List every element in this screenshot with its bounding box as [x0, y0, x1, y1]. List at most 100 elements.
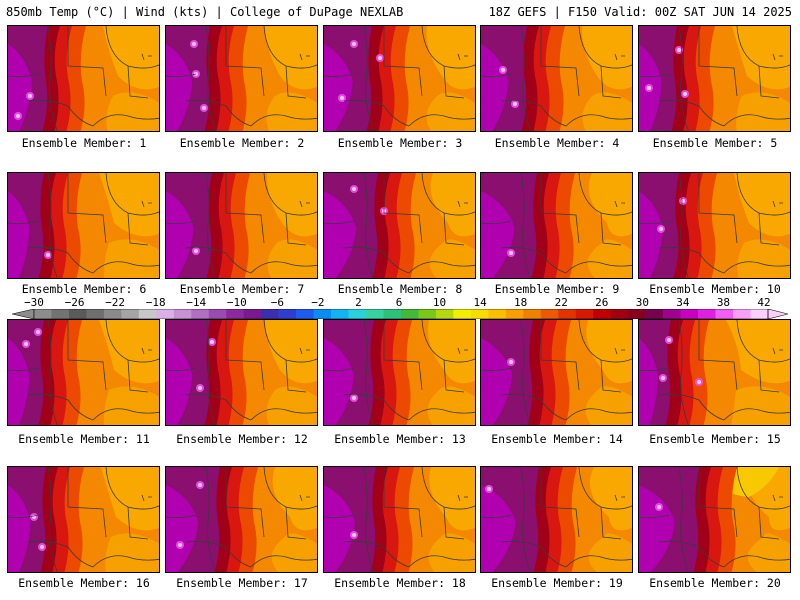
ensemble-panel-2: [165, 25, 318, 132]
temperature-map-20: [639, 467, 790, 572]
colorbar-segment: [226, 309, 245, 319]
ensemble-member-label-9: Ensemble Member: 9: [494, 282, 620, 296]
ensemble-panel-5: [638, 25, 791, 132]
temperature-map-7: [166, 173, 317, 278]
colorbar-tick-label: 30: [635, 296, 649, 309]
ensemble-panel-9: [480, 172, 633, 279]
colorbar-segment: [51, 309, 70, 319]
ensemble-member-label-16: Ensemble Member: 16: [18, 576, 150, 590]
colorbar-segment: [628, 309, 646, 319]
ensemble-panel-10: [638, 172, 791, 279]
colorbar-segment: [453, 309, 472, 319]
colorbar-tick-label: −22: [105, 296, 126, 309]
temperature-map-10: [639, 173, 790, 278]
colorbar-tick-label: −6: [270, 296, 284, 309]
colorbar-segment: [121, 309, 140, 319]
colorbar-tick-label: 38: [716, 296, 731, 309]
temperature-map-14: [481, 320, 632, 425]
colorbar-tick-label: 42: [757, 296, 771, 309]
colorbar-tick-label: 22: [554, 296, 568, 309]
colorbar-segment: [383, 309, 402, 319]
ensemble-member-label-3: Ensemble Member: 3: [337, 136, 463, 150]
colorbar-tick-label: 10: [432, 296, 447, 309]
temperature-map-11: [8, 320, 159, 425]
ensemble-member-label-18: Ensemble Member: 18: [334, 576, 466, 590]
colorbar-segment: [698, 309, 716, 319]
colorbar-tick-label: 26: [595, 296, 609, 309]
colorbar-segment: [401, 309, 419, 319]
ensemble-member-label-17: Ensemble Member: 17: [176, 576, 308, 590]
colorbar-segment: [488, 309, 507, 319]
colorbar-tick-label: −2: [311, 296, 325, 309]
ensemble-member-label-8: Ensemble Member: 8: [337, 282, 463, 296]
header-title-left: 850mb Temp (°C) | Wind (kts) | College o…: [6, 5, 404, 19]
temperature-map-15: [639, 320, 790, 425]
colorbar-segment: [715, 309, 734, 319]
ensemble-panel-14: [480, 319, 633, 426]
ensemble-member-label-14: Ensemble Member: 14: [491, 432, 623, 446]
ensemble-member-label-5: Ensemble Member: 5: [652, 136, 778, 150]
colorbar-segment: [680, 309, 699, 319]
colorbar-segment: [645, 309, 664, 319]
temperature-map-12: [166, 320, 317, 425]
colorbar-segment: [348, 309, 367, 319]
ensemble-member-label-10: Ensemble Member: 10: [649, 282, 781, 296]
colorbar-segment: [156, 309, 175, 319]
colorbar-tick-label: −10: [226, 296, 247, 309]
ensemble-panel-1: [7, 25, 160, 132]
ensemble-panel-7: [165, 172, 318, 279]
colorbar-segment: [505, 309, 524, 319]
temperature-map-18: [324, 467, 475, 572]
colorbar-tick-label: −14: [186, 296, 207, 309]
colorbar-tick-label: −30: [24, 296, 44, 309]
temperature-map-19: [481, 467, 632, 572]
temperature-map-5: [639, 26, 790, 131]
colorbar-segment: [575, 309, 594, 319]
colorbar-segment: [331, 309, 349, 319]
colorbar-segment: [191, 309, 210, 319]
colorbar-tick-label: 2: [355, 296, 362, 309]
colorbar-segment: [435, 309, 454, 319]
colorbar-segment: [733, 309, 751, 319]
colorbar-segment: [366, 309, 384, 319]
colorbar-segment: [86, 309, 105, 319]
colorbar-segment: [138, 309, 157, 319]
temperature-map-1: [8, 26, 159, 131]
ensemble-panel-16: [7, 466, 160, 573]
temperature-map-17: [166, 467, 317, 572]
colorbar-tick-label: 18: [514, 296, 528, 309]
ensemble-member-label-11: Ensemble Member: 11: [18, 432, 150, 446]
ensemble-member-label-13: Ensemble Member: 13: [334, 432, 466, 446]
colorbar-segment: [663, 309, 681, 319]
temperature-map-9: [481, 173, 632, 278]
colorbar-segment: [296, 309, 314, 319]
ensemble-panel-4: [480, 25, 633, 132]
ensemble-panel-6: [7, 172, 160, 279]
colorbar-segment: [243, 309, 262, 319]
temperature-map-6: [8, 173, 159, 278]
colorbar-segment: [208, 309, 227, 319]
temperature-map-13: [324, 320, 475, 425]
ensemble-member-label-20: Ensemble Member: 20: [649, 576, 781, 590]
colorbar-segment: [313, 309, 332, 319]
ensemble-member-label-4: Ensemble Member: 4: [494, 136, 620, 150]
ensemble-panel-8: [323, 172, 476, 279]
colorbar: −30 −26 −22 −18 −14 −10 −6 −2 2 6 10 14 18 22 26 30 34 38…: [12, 296, 788, 322]
temperature-map-16: [8, 467, 159, 572]
colorbar-tick-label: 34: [676, 296, 690, 309]
ensemble-member-label-2: Ensemble Member: 2: [179, 136, 305, 150]
colorbar-segment: [103, 309, 122, 319]
ensemble-panel-15: [638, 319, 791, 426]
colorbar-segment: [610, 309, 629, 319]
colorbar-strip: [12, 309, 788, 319]
colorbar-tick-label: 14: [473, 296, 487, 309]
ensemble-member-label-19: Ensemble Member: 19: [491, 576, 623, 590]
ensemble-panel-11: [7, 319, 160, 426]
temperature-map-2: [166, 26, 317, 131]
colorbar-segment: [278, 309, 297, 319]
header-title-right: 18Z GEFS | F150 Valid: 00Z SAT JUN 14 20…: [488, 5, 792, 19]
colorbar-segment: [750, 309, 769, 319]
ensemble-member-label-7: Ensemble Member: 7: [179, 282, 305, 296]
temperature-map-3: [324, 26, 475, 131]
colorbar-right-arrow: [767, 309, 788, 319]
